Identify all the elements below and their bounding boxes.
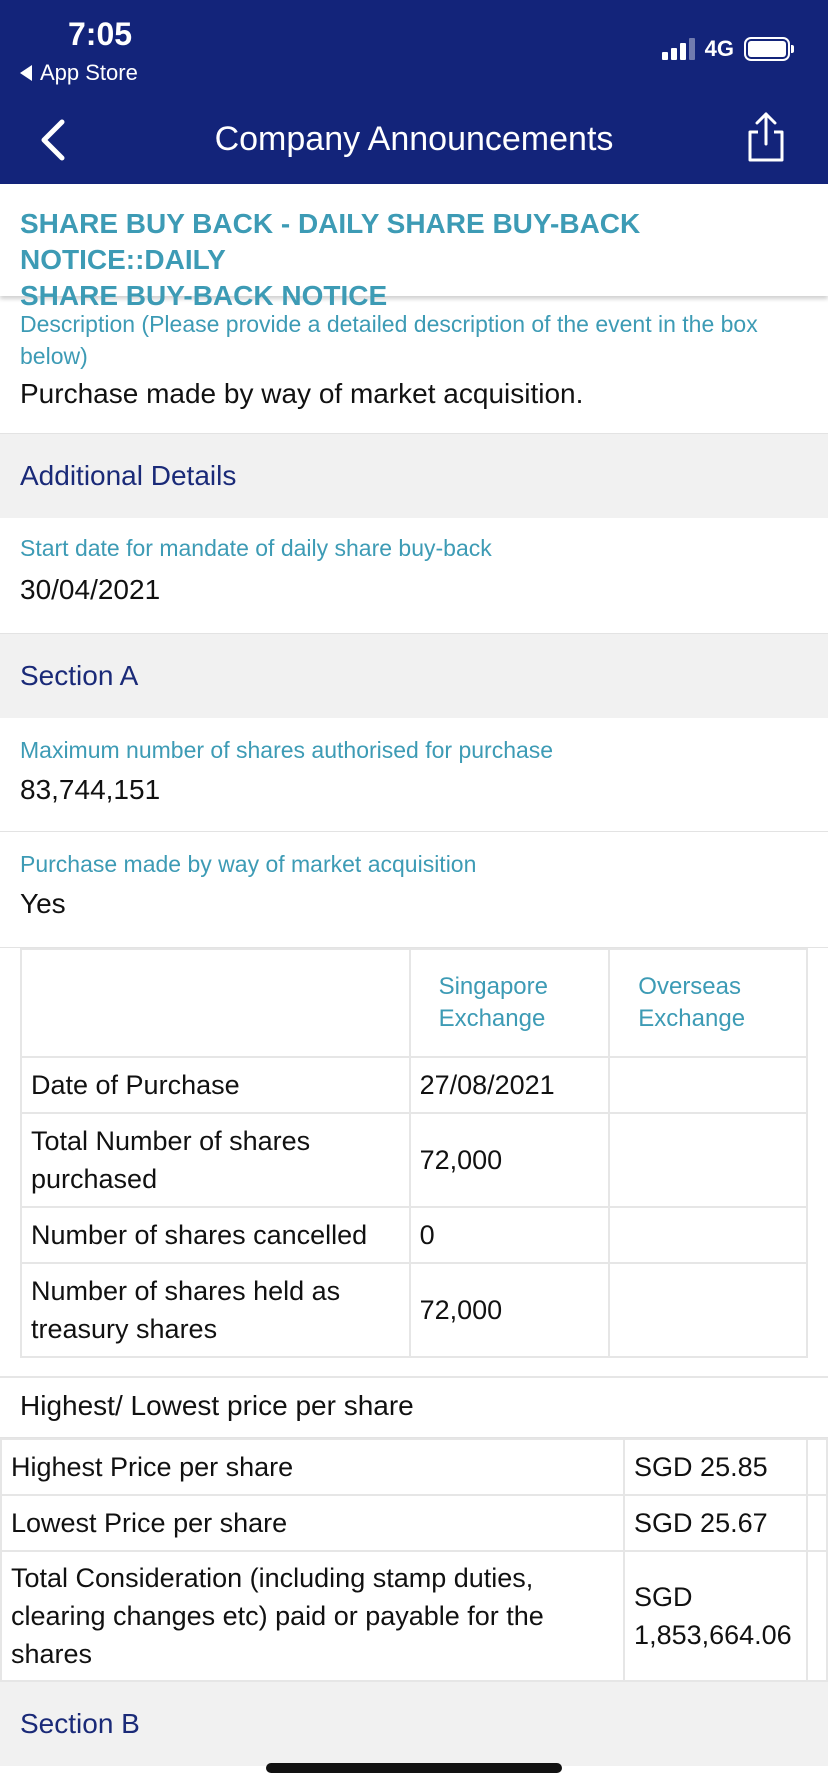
nav-bar: 7:05 App Store 4G Company Announcements: [0, 0, 828, 184]
max-shares-value: 83,744,151: [20, 774, 161, 805]
row-label: Highest Price per share: [0, 1438, 626, 1496]
back-to-app-store[interactable]: App Store: [20, 60, 138, 86]
description-field: Description (Please provide a detailed d…: [0, 296, 828, 434]
description-label-2: below): [20, 343, 88, 369]
market-acquisition-label: Purchase made by way of market acquisiti…: [20, 851, 477, 877]
table-row: Total Number of shares purchased 72,000: [20, 1112, 808, 1208]
share-icon[interactable]: [744, 110, 788, 164]
table-cell-empty: [20, 948, 411, 1058]
start-date-value: 30/04/2021: [20, 574, 161, 605]
table-row: Date of Purchase 27/08/2021: [20, 1056, 808, 1114]
headline-line-2: SHARE BUY-BACK NOTICE: [20, 280, 388, 311]
status-time: 7:05: [68, 16, 133, 52]
row-os-value: [608, 1206, 808, 1264]
row-os-value: [608, 1056, 808, 1114]
header-overseas-exchange: Overseas Exchange: [608, 948, 808, 1058]
section-title: Section A: [20, 660, 139, 691]
section-header-a: Section A: [0, 634, 828, 718]
announcement-headline: SHARE BUY BACK - DAILY SHARE BUY-BACK NO…: [0, 184, 828, 311]
back-app-label: App Store: [40, 60, 138, 85]
back-triangle-icon: [20, 65, 32, 81]
row-label: Date of Purchase: [20, 1056, 411, 1114]
max-shares-field: Maximum number of shares authorised for …: [0, 718, 828, 832]
purchase-table: Singapore Exchange Overseas Exchange Date …: [20, 948, 808, 1358]
section-header-b: Section B: [0, 1682, 828, 1766]
row-sg-value: 0: [408, 1206, 611, 1264]
row-sg-value: 72,000: [408, 1112, 611, 1208]
row-os-value: [608, 1112, 808, 1208]
section-title: Additional Details: [20, 460, 237, 491]
back-chevron-icon[interactable]: [34, 116, 74, 164]
description-value: Purchase made by way of market acquisiti…: [20, 378, 584, 409]
table-row: Number of shares held as treasury shares …: [20, 1262, 808, 1358]
row-value: SGD 1,853,664.06: [623, 1550, 808, 1682]
price-heading: Highest/ Lowest price per share: [0, 1376, 828, 1438]
table-row: Number of shares cancelled 0: [20, 1206, 808, 1264]
start-date-field: Start date for mandate of daily share bu…: [0, 518, 828, 634]
row-label: Total Number of shares purchased: [20, 1112, 411, 1208]
row-label: Lowest Price per share: [0, 1494, 626, 1552]
price-table: Highest Price per share SGD 25.85 Lowest…: [0, 1438, 828, 1682]
market-acquisition-value: Yes: [20, 888, 66, 919]
row-label: Number of shares cancelled: [20, 1206, 411, 1264]
network-label: 4G: [704, 36, 734, 61]
table-row: Highest Price per share SGD 25.85: [0, 1438, 828, 1496]
start-date-label: Start date for mandate of daily share bu…: [20, 535, 492, 561]
header-singapore-exchange: Singapore Exchange: [408, 948, 611, 1058]
description-label-1: Description (Please provide a detailed d…: [20, 311, 758, 337]
row-label: Total Consideration (including stamp dut…: [0, 1550, 626, 1682]
signal-icon: [661, 38, 695, 60]
row-os-value: [608, 1262, 808, 1358]
home-indicator[interactable]: [266, 1763, 562, 1773]
row-value: SGD 25.67: [623, 1494, 808, 1552]
table-header-row: Singapore Exchange Overseas Exchange: [20, 948, 808, 1058]
row-label: Number of shares held as treasury shares: [20, 1262, 411, 1358]
row-sg-value: 72,000: [408, 1262, 611, 1358]
section-title: Section B: [20, 1708, 140, 1739]
table-row: Total Consideration (including stamp dut…: [0, 1550, 828, 1682]
row-value: SGD 25.85: [623, 1438, 808, 1496]
headline-line-1: SHARE BUY BACK - DAILY SHARE BUY-BACK NO…: [20, 208, 641, 275]
row-sg-value: 27/08/2021: [408, 1056, 611, 1114]
status-indicators: 4G: [661, 36, 794, 62]
market-acquisition-field: Purchase made by way of market acquisiti…: [0, 832, 828, 948]
price-heading-text: Highest/ Lowest price per share: [20, 1390, 414, 1421]
table-row: Lowest Price per share SGD 25.67: [0, 1494, 828, 1552]
section-header-additional-details: Additional Details: [0, 434, 828, 518]
battery-icon: [744, 37, 794, 61]
nav-title: Company Announcements: [214, 120, 614, 158]
max-shares-label: Maximum number of shares authorised for …: [20, 737, 554, 763]
